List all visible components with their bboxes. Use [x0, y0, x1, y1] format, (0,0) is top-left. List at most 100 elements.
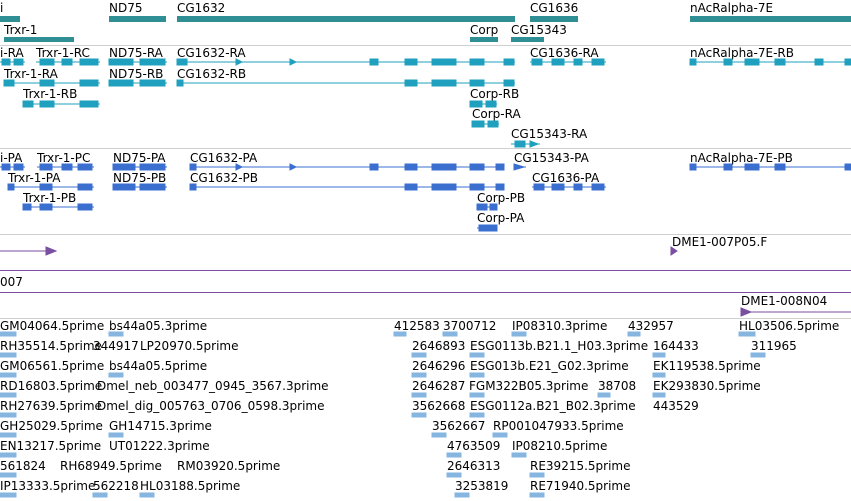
protein-label[interactable]: Trxr-1-PC: [37, 151, 91, 165]
gene-label[interactable]: Trxr-1: [4, 23, 38, 37]
est-label[interactable]: bs44a05.3prime: [109, 319, 208, 333]
est-label[interactable]: 3562667: [432, 419, 486, 433]
est-label[interactable]: IP08210.5prime: [512, 439, 608, 453]
gene-bar[interactable]: [530, 16, 578, 22]
gene-label[interactable]: i: [0, 1, 4, 15]
protein-label[interactable]: CG1632-PB: [190, 171, 259, 185]
est-label[interactable]: EK293830.5prime: [653, 379, 761, 393]
transcript-label[interactable]: CG1636-RA: [530, 46, 599, 60]
est-row[interactable]: [0, 331, 851, 337]
est-label[interactable]: EK119538.5prime: [653, 359, 761, 373]
clone-feature[interactable]: [0, 307, 851, 317]
gene-bar[interactable]: [109, 16, 166, 22]
protein-label[interactable]: Trxr-1-PA: [8, 171, 61, 185]
est-label[interactable]: 443529: [653, 399, 699, 413]
est-label[interactable]: RP001047933.5prime: [493, 419, 624, 433]
est-row[interactable]: [0, 452, 851, 458]
est-label[interactable]: GM04064.5prime: [0, 319, 105, 333]
est-label[interactable]: GH25029.5prime: [0, 419, 103, 433]
est-row[interactable]: [0, 412, 851, 418]
transcript-label[interactable]: Trxr-1-RB: [23, 87, 78, 101]
est-label[interactable]: LP20970.5prime: [140, 339, 239, 353]
transcript-label[interactable]: Trxr-1-RC: [36, 46, 90, 60]
clone-label[interactable]: 007: [0, 275, 23, 289]
protein-label[interactable]: CG1632-PA: [190, 151, 258, 165]
gene-label[interactable]: Corp: [470, 23, 499, 37]
transcript-label[interactable]: CG1632-RB: [177, 67, 247, 81]
est-label[interactable]: Dmel_neb_003477_0945_3567.3prime: [97, 379, 329, 393]
protein-row-3[interactable]: [0, 203, 851, 211]
est-label[interactable]: RH35514.5prime: [0, 339, 102, 353]
protein-label[interactable]: ND75-PA: [113, 151, 166, 165]
est-label[interactable]: ESG013b.E21_G02.3prime: [470, 359, 629, 373]
transcript-row-3[interactable]: [0, 100, 851, 108]
transcript-label[interactable]: ND75-RA: [109, 46, 163, 60]
est-label[interactable]: Dmel_dig_005763_0706_0598.3prime: [97, 399, 325, 413]
est-label[interactable]: 344917: [93, 339, 139, 353]
est-row[interactable]: [0, 472, 851, 478]
clone-label[interactable]: DME1-008N04: [741, 294, 828, 308]
transcript-label[interactable]: ND75-RB: [109, 67, 164, 81]
est-label[interactable]: ESG0112a.B21_B02.3prime: [470, 399, 636, 413]
est-label[interactable]: ESG0113b.B21.1_H03.3prime: [470, 339, 649, 353]
gene-bar[interactable]: [4, 37, 74, 42]
est-label[interactable]: RE39215.5prime: [530, 459, 631, 473]
est-label[interactable]: IP13333.5prime: [0, 479, 96, 493]
est-label[interactable]: 2646296: [412, 359, 466, 373]
transcript-label[interactable]: Corp-RB: [470, 87, 520, 101]
est-label[interactable]: IP08310.3prime: [512, 319, 608, 333]
transcript-label[interactable]: i-RA: [0, 46, 24, 60]
est-label[interactable]: RH27639.5prime: [0, 399, 102, 413]
est-row[interactable]: [0, 432, 851, 438]
est-label[interactable]: 311965: [751, 339, 797, 353]
gene-label[interactable]: CG1632: [177, 1, 226, 15]
est-label[interactable]: RH68949.5prime: [60, 459, 162, 473]
protein-row-4[interactable]: [0, 224, 851, 232]
transcript-label[interactable]: nAcRalpha-7E-RB: [690, 46, 794, 60]
est-label[interactable]: FGM322B05.3prime: [469, 379, 589, 393]
transcript-row-2[interactable]: [0, 79, 851, 87]
est-label[interactable]: HL03506.5prime: [739, 319, 840, 333]
gene-label[interactable]: nAcRalpha-7E: [690, 1, 774, 15]
est-label[interactable]: EN13217.5prime: [0, 439, 102, 453]
est-label[interactable]: 561824: [0, 459, 46, 473]
est-row[interactable]: [0, 352, 851, 358]
est-label[interactable]: 164433: [653, 339, 699, 353]
protein-row-1[interactable]: [0, 163, 851, 171]
est-label[interactable]: HL03188.5prime: [140, 479, 241, 493]
gene-bar[interactable]: [0, 16, 20, 22]
est-label[interactable]: RM03920.5prime: [177, 459, 281, 473]
est-label[interactable]: UT01222.3prime: [109, 439, 210, 453]
gene-label[interactable]: CG1636: [530, 1, 579, 15]
protein-label[interactable]: CG1636-PA: [532, 171, 600, 185]
protein-row-2[interactable]: [0, 183, 851, 191]
clone-label[interactable]: DME1-007P05.F: [672, 235, 768, 249]
est-label[interactable]: 3562668: [412, 399, 466, 413]
est-label[interactable]: RE71940.5prime: [530, 479, 631, 493]
est-label[interactable]: 3253819: [455, 479, 509, 493]
est-label[interactable]: 412583: [394, 319, 440, 333]
est-label[interactable]: 562218: [93, 479, 139, 493]
est-row[interactable]: [0, 392, 851, 398]
protein-label[interactable]: Trxr-1-PB: [23, 191, 77, 205]
protein-label[interactable]: i-PA: [0, 151, 23, 165]
est-label[interactable]: 432957: [628, 319, 674, 333]
transcript-label[interactable]: CG15343-RA: [511, 127, 588, 141]
est-row[interactable]: [0, 492, 851, 498]
transcript-row-1[interactable]: [0, 58, 851, 66]
gene-bar[interactable]: [511, 37, 544, 42]
protein-label[interactable]: CG15343-PA: [514, 151, 589, 165]
protein-label[interactable]: Corp-PA: [477, 211, 525, 225]
clone-feature[interactable]: [0, 246, 851, 256]
gene-bar[interactable]: [470, 37, 498, 42]
est-label[interactable]: GH14715.3prime: [109, 419, 212, 433]
est-row[interactable]: [0, 372, 851, 378]
gene-bar[interactable]: [177, 16, 515, 22]
est-label[interactable]: bs44a05.5prime: [109, 359, 208, 373]
protein-label[interactable]: Corp-PB: [477, 191, 526, 205]
est-label[interactable]: 2646287: [412, 379, 466, 393]
gene-label[interactable]: ND75: [109, 1, 143, 15]
est-label[interactable]: RD16803.5prime: [0, 379, 103, 393]
est-label[interactable]: 38708: [598, 379, 637, 393]
est-label[interactable]: 4763509: [447, 439, 501, 453]
